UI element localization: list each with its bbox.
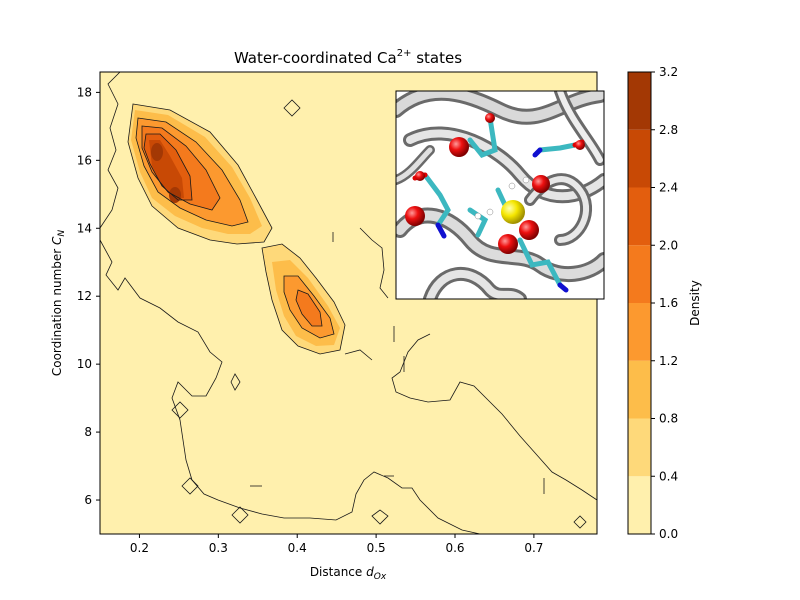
colorbar-band — [628, 129, 651, 188]
x-tick-label: 0.3 — [209, 541, 228, 555]
y-axis: 6 8 10 12 14 16 18 — [77, 85, 100, 507]
chart-title: Water-coordinated Ca2+ states — [234, 48, 462, 67]
y-tick-label: 8 — [84, 425, 92, 439]
colorbar-tick-label: 0.8 — [659, 412, 678, 426]
oxygen-atoms — [405, 113, 585, 254]
y-tick-label: 12 — [77, 289, 92, 303]
inset-frame — [395, 90, 605, 300]
colorbar-tick-label: 0.4 — [659, 469, 678, 483]
y-tick-label: 16 — [77, 153, 92, 167]
x-tick-label: 0.2 — [130, 541, 149, 555]
colorbar-tick-label: 0.0 — [659, 527, 678, 541]
colorbar-band — [628, 360, 651, 419]
colorbar-tick-label: 1.2 — [659, 354, 678, 368]
y-tick-label: 14 — [77, 221, 92, 235]
y-tick-label: 6 — [84, 493, 92, 507]
colorbar-tick-label: 1.6 — [659, 296, 678, 310]
x-axis: 0.2 0.3 0.4 0.5 0.6 0.7 — [130, 534, 543, 555]
colorbar-tick-label: 2.4 — [659, 181, 678, 195]
x-tick-label: 0.5 — [367, 541, 386, 555]
colorbar-band — [628, 187, 651, 246]
x-tick-label: 0.4 — [288, 541, 307, 555]
y-tick-label: 10 — [77, 357, 92, 371]
colorbar: 0.0 0.4 0.8 1.2 1.6 2.0 2.4 2.8 3.2 — [627, 65, 678, 541]
colorbar-band — [628, 245, 651, 303]
colorbar-band — [628, 72, 651, 130]
contour-islands — [171, 99, 587, 529]
x-tick-label: 0.6 — [445, 541, 464, 555]
density-peak-upper — [151, 143, 163, 161]
colorbar-label: Density — [688, 280, 702, 326]
colorbar-tick-label: 2.8 — [659, 123, 678, 137]
calcium-ion — [501, 200, 525, 224]
x-axis-label: Distance dOx — [310, 565, 387, 582]
colorbar-band — [628, 303, 651, 361]
x-tick-label: 0.7 — [524, 541, 543, 555]
hydrogen-atoms — [474, 176, 530, 220]
density-contours — [100, 72, 597, 534]
inset-protein-structure — [395, 90, 605, 300]
density-level-1-6-b — [296, 290, 322, 326]
y-axis-label: Coordination number CN — [50, 230, 67, 377]
colorbar-tick-label: 2.0 — [659, 238, 678, 252]
colorbar-tick-label: 3.2 — [659, 65, 678, 79]
colorbar-band — [628, 476, 651, 534]
y-tick-label: 18 — [77, 85, 92, 99]
protein-ribbon — [396, 91, 604, 299]
density-peak-lower — [169, 187, 181, 203]
plot-frame — [99, 71, 598, 535]
colorbar-band — [628, 418, 651, 477]
